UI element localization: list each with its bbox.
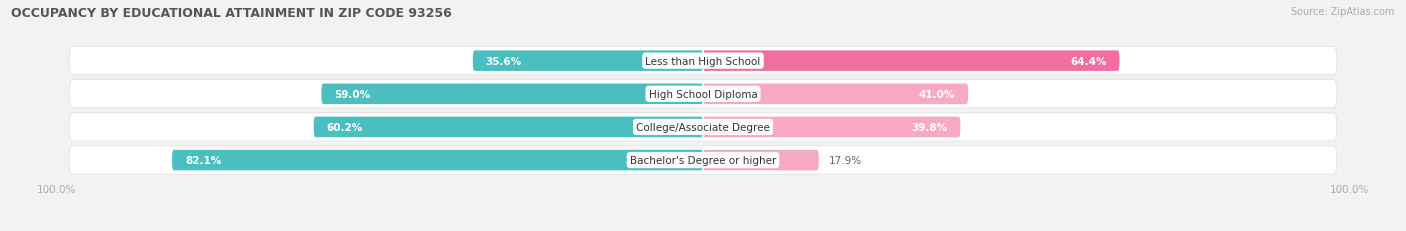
Text: College/Associate Degree: College/Associate Degree [636, 122, 770, 132]
Text: Less than High School: Less than High School [645, 56, 761, 66]
FancyBboxPatch shape [703, 84, 969, 105]
FancyBboxPatch shape [322, 84, 703, 105]
Text: 17.9%: 17.9% [828, 155, 862, 165]
FancyBboxPatch shape [69, 113, 1337, 141]
Text: 64.4%: 64.4% [1070, 56, 1107, 66]
FancyBboxPatch shape [703, 150, 818, 171]
Text: OCCUPANCY BY EDUCATIONAL ATTAINMENT IN ZIP CODE 93256: OCCUPANCY BY EDUCATIONAL ATTAINMENT IN Z… [11, 7, 451, 20]
Text: 39.8%: 39.8% [911, 122, 948, 132]
Text: 82.1%: 82.1% [186, 155, 221, 165]
FancyBboxPatch shape [69, 47, 1337, 75]
Text: High School Diploma: High School Diploma [648, 89, 758, 99]
FancyBboxPatch shape [69, 80, 1337, 108]
Text: 60.2%: 60.2% [326, 122, 363, 132]
FancyBboxPatch shape [314, 117, 703, 138]
Text: 41.0%: 41.0% [920, 89, 955, 99]
Text: Bachelor's Degree or higher: Bachelor's Degree or higher [630, 155, 776, 165]
FancyBboxPatch shape [472, 51, 703, 72]
Text: Source: ZipAtlas.com: Source: ZipAtlas.com [1291, 7, 1395, 17]
Legend: Owner-occupied, Renter-occupied: Owner-occupied, Renter-occupied [583, 228, 823, 231]
FancyBboxPatch shape [703, 51, 1119, 72]
FancyBboxPatch shape [172, 150, 703, 171]
Text: 59.0%: 59.0% [335, 89, 370, 99]
FancyBboxPatch shape [69, 146, 1337, 174]
Text: 35.6%: 35.6% [485, 56, 522, 66]
FancyBboxPatch shape [703, 117, 960, 138]
